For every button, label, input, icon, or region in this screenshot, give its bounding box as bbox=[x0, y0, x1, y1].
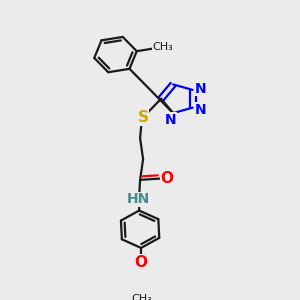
Text: HN: HN bbox=[127, 192, 150, 206]
Text: O: O bbox=[160, 171, 174, 186]
Text: O: O bbox=[134, 255, 148, 270]
Text: CH₃: CH₃ bbox=[152, 42, 173, 52]
Text: N: N bbox=[195, 82, 207, 96]
Text: N: N bbox=[165, 112, 176, 127]
Text: S: S bbox=[138, 110, 148, 125]
Text: CH₃: CH₃ bbox=[131, 294, 152, 300]
Text: N: N bbox=[195, 103, 207, 117]
